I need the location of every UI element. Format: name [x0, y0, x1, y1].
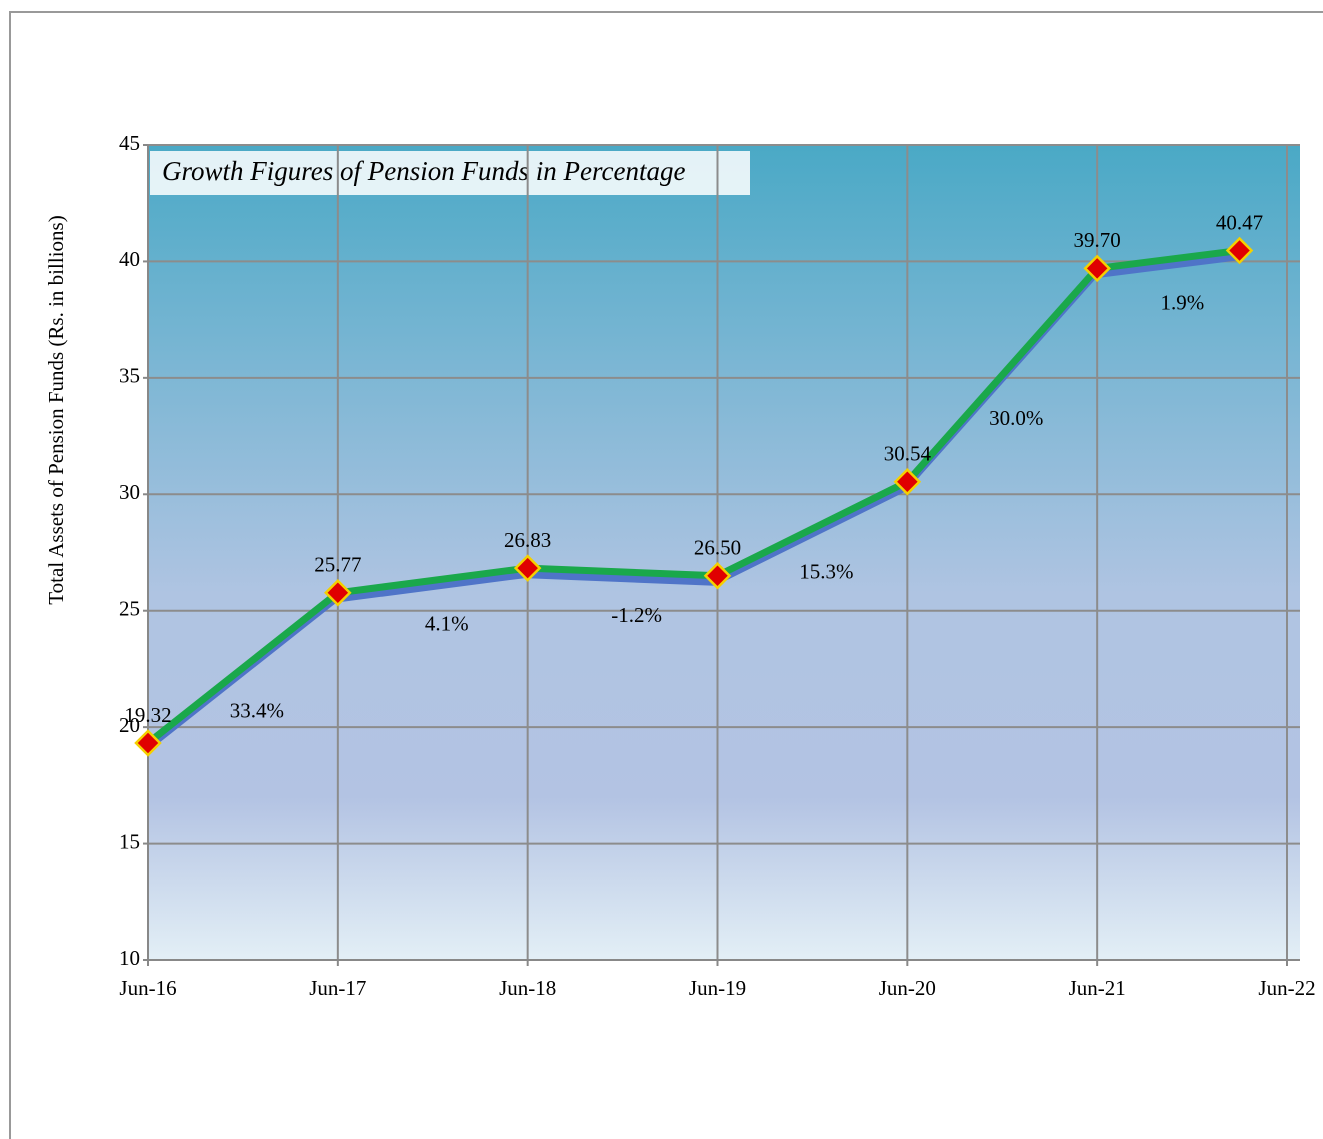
data-label: 26.50: [694, 536, 741, 560]
data-label: 26.83: [504, 528, 551, 552]
data-label: 25.77: [314, 553, 361, 577]
growth-label: 30.0%: [989, 406, 1043, 430]
y-tick-label: 40: [119, 247, 140, 271]
y-tick-label: 25: [119, 597, 140, 621]
x-tick-label: Jun-19: [689, 976, 746, 1000]
y-tick-label: 35: [119, 364, 140, 388]
marker: [513, 554, 542, 582]
y-tick-label: 10: [119, 946, 140, 970]
plot-area: [148, 145, 1300, 960]
x-tick-label: Jun-18: [499, 976, 556, 1000]
marker: [324, 579, 352, 607]
y-tick-label: 20: [119, 713, 140, 737]
chart-title: Growth Figures of Pension Funds in Perce…: [162, 156, 685, 186]
growth-label: -1.2%: [611, 603, 662, 627]
data-label: 40.47: [1216, 210, 1263, 234]
growth-label: 15.3%: [799, 560, 853, 584]
growth-label: 4.1%: [425, 611, 469, 635]
y-tick-label: 15: [119, 829, 140, 853]
title-box: [150, 151, 750, 195]
marker: [893, 467, 922, 496]
growth-label: 1.9%: [1160, 290, 1204, 314]
growth-label: 33.4%: [230, 699, 284, 723]
x-tick-label: Jun-16: [119, 976, 176, 1000]
x-tick-label: Jun-21: [1069, 976, 1126, 1000]
marker: [1225, 236, 1254, 265]
marker: [134, 729, 162, 757]
frame: [9, 11, 1323, 1139]
x-tick-label: Jun-20: [879, 976, 936, 1000]
marker: [1083, 254, 1111, 283]
data-label: 39.70: [1074, 228, 1121, 252]
marker: [703, 562, 732, 590]
y-axis-label: Total Assets of Pension Funds (Rs. in bi…: [44, 215, 68, 604]
data-label: 19.32: [124, 703, 171, 727]
y-tick-label: 30: [119, 480, 140, 504]
x-tick-label: Jun-17: [309, 976, 366, 1000]
y-tick-label: 45: [119, 131, 140, 155]
data-label: 30.54: [884, 442, 932, 466]
x-tick-label: Jun-22: [1258, 976, 1315, 1000]
